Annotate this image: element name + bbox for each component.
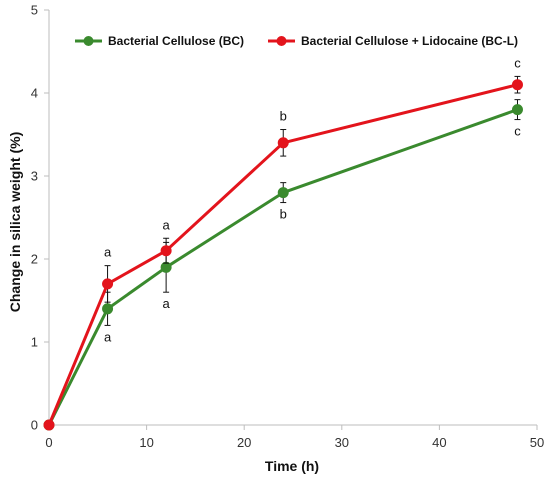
x-tick-label: 30 [335, 435, 349, 450]
data-point [277, 137, 289, 149]
data-point [102, 278, 114, 290]
legend-label: Bacterial Cellulose + Lidocaine (BC-L) [301, 34, 518, 48]
significance-label: b [280, 109, 287, 124]
y-tick-label: 1 [31, 335, 38, 350]
annotations: a a b c a a b c [104, 55, 521, 344]
y-tick-label: 0 [31, 418, 38, 433]
x-tick-label: 50 [530, 435, 544, 450]
significance-label: a [163, 296, 171, 311]
series-layer [43, 75, 523, 431]
x-tick-label: 0 [45, 435, 52, 450]
legend-marker [83, 36, 94, 46]
data-point [43, 419, 55, 431]
significance-label: c [514, 55, 521, 70]
x-tick-label: 10 [139, 435, 153, 450]
legend-item-1: Bacterial Cellulose (BC) [75, 34, 244, 48]
significance-label: a [104, 329, 112, 344]
series-1 [43, 99, 523, 431]
significance-label: c [514, 124, 521, 139]
legend: Bacterial Cellulose (BC) Bacterial Cellul… [75, 34, 518, 48]
y-tick-label: 4 [31, 86, 38, 101]
data-point [102, 303, 114, 315]
legend-item-2: Bacterial Cellulose + Lidocaine (BC-L) [268, 34, 518, 48]
y-axis-title: Change in silica weight (%) [7, 132, 23, 312]
series-line [47, 108, 518, 426]
y-tick-label: 5 [31, 3, 38, 18]
x-tick-label: 40 [432, 435, 446, 450]
data-point [511, 104, 523, 116]
legend-label: Bacterial Cellulose (BC) [108, 34, 244, 48]
y-tick-label: 3 [31, 169, 38, 184]
legend-marker [276, 36, 287, 46]
significance-label: a [104, 245, 112, 260]
data-point [277, 187, 289, 199]
data-point [511, 79, 523, 91]
series-2 [43, 75, 523, 431]
data-point [160, 261, 172, 273]
x-axis-title: Time (h) [265, 458, 319, 474]
data-point [160, 245, 172, 257]
significance-label: a [163, 217, 171, 232]
axes: 0 10 20 30 40 50 0 1 2 3 4 5 [31, 3, 544, 451]
y-tick-label: 2 [31, 252, 38, 267]
x-tick-label: 20 [237, 435, 251, 450]
significance-label: b [280, 207, 287, 222]
